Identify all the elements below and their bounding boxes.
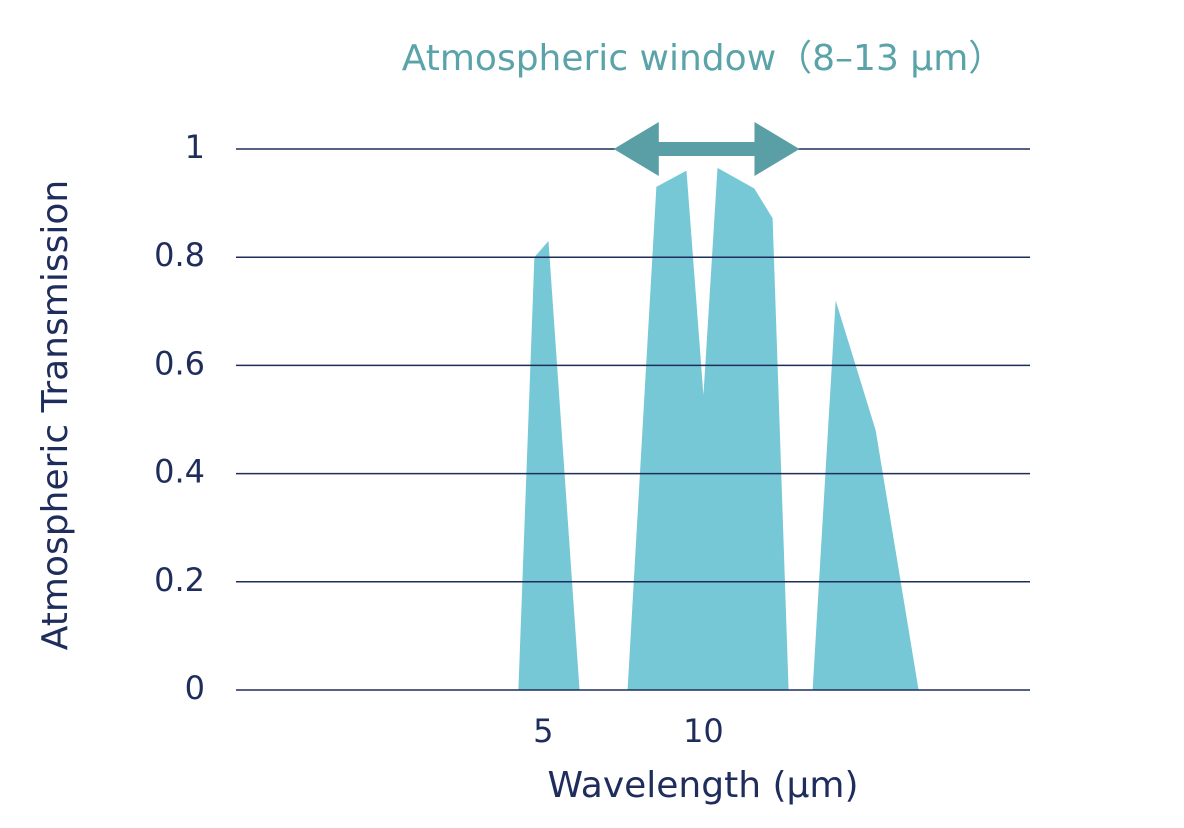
y-tick-label: 0.2 [154, 561, 205, 599]
window-arrow [613, 122, 800, 176]
x-tick-label: 5 [533, 712, 553, 750]
y-tick-label: 0.8 [154, 236, 205, 274]
y-axis-label: Atmospheric Transmission [35, 180, 76, 650]
x-tick-label: 10 [683, 712, 724, 750]
y-tick-label: 0.6 [154, 344, 205, 382]
y-tick-label: 1 [185, 128, 205, 166]
chart-title: Atmospheric window（8–13 µm） [402, 38, 1005, 79]
x-axis-label: Wavelength (µm) [547, 765, 858, 806]
y-tick-label: 0.4 [154, 453, 205, 491]
area [518, 167, 919, 690]
y-tick-label: 0 [185, 669, 205, 707]
